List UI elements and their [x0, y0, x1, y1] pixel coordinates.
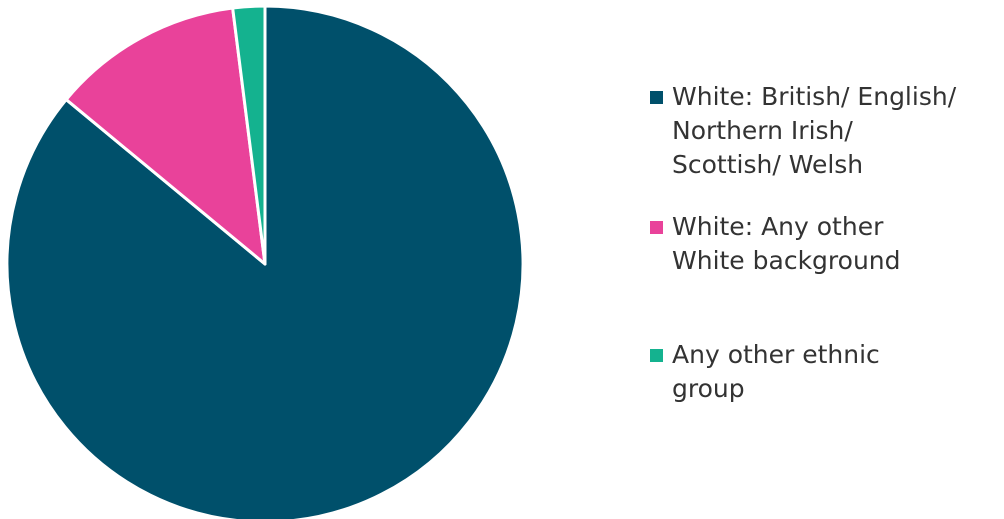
legend-item-white-other: White: Any other White background [650, 210, 1000, 278]
legend-swatch-other-ethnic-group [650, 349, 663, 362]
legend-label-white-british: White: British/ English/ Northern Irish/… [672, 82, 957, 179]
legend-item-other-ethnic-group: Any other ethnic group [650, 338, 1000, 406]
legend-swatch-white-other [650, 221, 663, 234]
legend-swatch-white-british [650, 91, 663, 104]
legend-label-other-ethnic-group: Any other ethnic group [672, 340, 880, 403]
pie-slice-other-ethnic-group [231, 4, 267, 266]
legend-label-white-other: White: Any other White background [672, 212, 901, 275]
legend-item-white-british: White: British/ English/ Northern Irish/… [650, 80, 1000, 182]
pie-chart [5, 4, 525, 519]
pie-slice-white-other [64, 6, 267, 266]
pie-slice-white-british [5, 4, 525, 519]
